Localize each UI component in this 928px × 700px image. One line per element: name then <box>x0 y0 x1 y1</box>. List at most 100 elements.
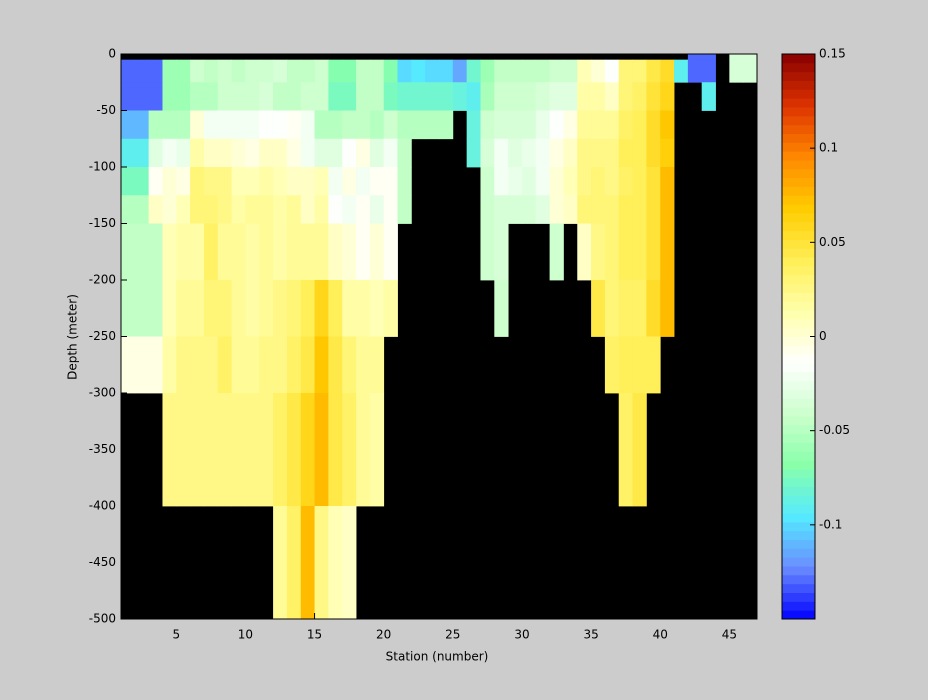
cell <box>273 280 288 337</box>
cell <box>121 82 136 111</box>
y-tick-label: 0 <box>108 47 116 61</box>
cell <box>134 195 150 224</box>
cell <box>162 195 177 224</box>
cell <box>259 195 274 224</box>
cell <box>176 59 191 83</box>
cell <box>245 59 260 83</box>
cell <box>134 223 150 281</box>
cell <box>521 59 537 83</box>
cell <box>286 336 302 394</box>
cell <box>356 59 371 83</box>
cell <box>687 59 703 83</box>
cell <box>231 59 246 83</box>
cell <box>577 59 592 83</box>
cell <box>259 82 274 111</box>
cell <box>286 167 302 196</box>
cell <box>217 195 233 224</box>
cell <box>535 138 551 168</box>
cell <box>549 138 564 168</box>
cell <box>176 138 191 168</box>
cell <box>618 195 633 224</box>
colorbar-band <box>782 80 815 90</box>
cell <box>328 110 343 140</box>
cell <box>549 195 564 224</box>
cell <box>203 82 219 111</box>
cell <box>231 138 246 168</box>
colorbar-band <box>782 239 815 249</box>
cell <box>203 59 219 83</box>
colorbar-band <box>782 212 815 223</box>
cell <box>203 223 219 281</box>
cell <box>162 393 177 507</box>
cell <box>674 59 689 83</box>
cell <box>397 138 412 168</box>
cell <box>452 82 468 111</box>
cell <box>646 59 661 83</box>
cell <box>162 59 177 83</box>
cell <box>604 167 620 196</box>
cell <box>273 138 288 168</box>
cell <box>203 167 219 196</box>
colorbar-band <box>782 601 815 611</box>
colorbar-band <box>782 310 815 320</box>
cell <box>646 195 661 224</box>
colorbar-band <box>782 318 815 329</box>
cell <box>162 110 177 140</box>
cell <box>300 393 315 507</box>
cell <box>273 59 288 83</box>
cell <box>646 167 661 196</box>
cell <box>148 223 163 281</box>
cell <box>245 280 260 337</box>
cell <box>632 138 647 168</box>
cell <box>176 336 191 394</box>
cell <box>563 110 578 140</box>
cell <box>314 223 329 281</box>
colorbar-band <box>782 336 815 346</box>
cell <box>508 167 523 196</box>
cell <box>300 110 315 140</box>
cell <box>632 223 647 281</box>
cell <box>314 138 329 168</box>
cell <box>480 138 495 168</box>
y-tick-label: -400 <box>89 499 116 513</box>
cell <box>369 82 385 111</box>
cell <box>632 59 647 83</box>
cell <box>273 393 288 507</box>
cell <box>383 280 398 337</box>
cell <box>134 59 150 83</box>
cell <box>618 59 633 83</box>
cell <box>591 138 606 168</box>
colorbar-band <box>782 583 815 594</box>
cell <box>563 82 578 111</box>
colorbar-tick-label: -0.05 <box>819 423 850 437</box>
cell <box>259 336 274 394</box>
cell <box>176 393 191 507</box>
x-tick-label: 25 <box>445 628 460 642</box>
cell <box>383 167 398 196</box>
cell <box>494 82 509 111</box>
cell <box>660 110 675 140</box>
cell <box>314 82 329 111</box>
cell <box>646 336 661 394</box>
cell <box>286 59 302 83</box>
colorbar-band <box>782 151 815 161</box>
cell <box>425 59 440 83</box>
cell <box>342 138 357 168</box>
cell <box>342 280 357 337</box>
cell <box>369 280 385 337</box>
cell <box>203 138 219 168</box>
cell <box>591 280 606 337</box>
cell <box>190 82 205 111</box>
cell <box>342 82 357 111</box>
colorbar-band <box>782 106 815 117</box>
cell <box>328 59 343 83</box>
cell <box>342 336 357 394</box>
x-axis-label: Station (number) <box>386 650 489 664</box>
cell <box>563 195 578 224</box>
cell <box>397 195 412 224</box>
cell <box>577 223 592 281</box>
cell <box>190 336 205 394</box>
cell <box>203 336 219 394</box>
cell <box>176 195 191 224</box>
cell <box>176 82 191 111</box>
